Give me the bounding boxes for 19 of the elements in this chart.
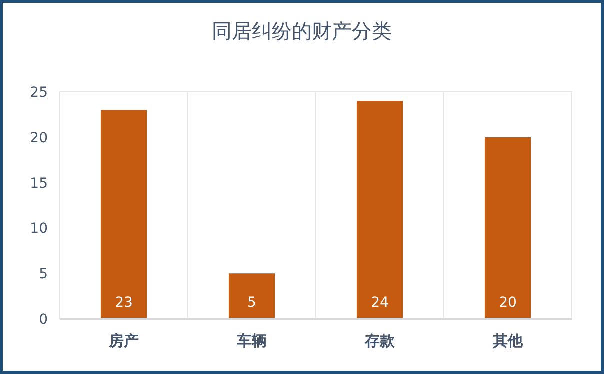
y-tick-label: 20: [30, 130, 48, 146]
chart-title: 同居纠纷的财产分类: [212, 19, 392, 43]
x-tick-label: 房产: [108, 332, 139, 350]
y-tick-label: 15: [30, 176, 48, 192]
x-tick-label: 其他: [492, 332, 524, 350]
data-label: 23: [115, 295, 133, 311]
data-label: 5: [248, 295, 256, 311]
data-label: 24: [371, 295, 389, 311]
bar: [484, 137, 532, 319]
y-tick-label: 5: [39, 266, 48, 283]
y-tick-label: 0: [39, 312, 48, 328]
x-tick-label: 车辆: [236, 332, 267, 350]
bar: [228, 274, 276, 319]
x-tick-label: 存款: [364, 332, 396, 350]
data-label: 20: [499, 295, 517, 311]
y-tick-label: 25: [30, 85, 48, 101]
bar: [356, 101, 404, 319]
bar: [100, 110, 148, 319]
y-tick-label: 10: [30, 221, 48, 238]
